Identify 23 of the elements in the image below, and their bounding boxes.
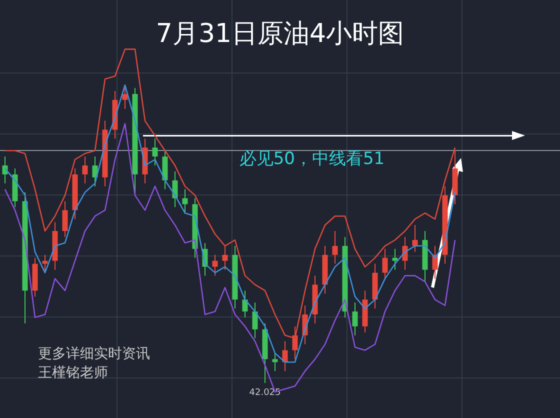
candlestick — [392, 248, 398, 270]
annotation: 42.025 — [249, 388, 281, 398]
candlestick — [432, 245, 438, 280]
candlestick — [242, 290, 248, 318]
candlestick — [62, 200, 68, 238]
annotation: 更多详细实时资讯 — [38, 346, 150, 362]
annotation: 必见50，中线看51 — [239, 149, 385, 169]
candlestick — [82, 156, 88, 184]
annotation: 王槿铭老师 — [38, 365, 108, 381]
chart-title: 7月31日原油4小时图 — [156, 19, 404, 49]
candlestick — [222, 245, 228, 270]
candlestick — [282, 340, 288, 372]
candlestick — [162, 150, 168, 190]
candlestick — [412, 224, 418, 252]
candlestick — [212, 254, 218, 276]
candlestick — [152, 138, 158, 166]
candlestick — [352, 302, 358, 336]
candlestick — [332, 230, 338, 264]
candlestick — [42, 254, 48, 274]
candlestick — [182, 188, 188, 214]
candlestick — [382, 248, 388, 280]
candlestick — [252, 302, 258, 339]
candlestick — [272, 352, 278, 372]
